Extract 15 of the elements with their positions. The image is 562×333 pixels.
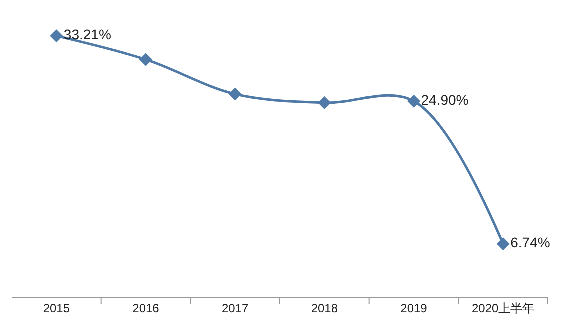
point — [50, 30, 64, 43]
x-tick-label: 2018 — [311, 301, 338, 316]
point — [408, 94, 420, 108]
point — [228, 88, 242, 101]
x-tick-label: 2016 — [132, 301, 160, 316]
x-tick-label: 2017 — [222, 301, 249, 316]
point — [318, 96, 332, 110]
point — [496, 238, 510, 251]
x-tick-label: 2020上半年 — [472, 301, 535, 316]
x-tick-label: 2015 — [43, 301, 70, 316]
x-tick-label: 2019 — [400, 301, 428, 316]
data-label: 33.21% — [64, 26, 112, 43]
data-label: 6.74% — [510, 234, 550, 251]
data-label: 24.90% — [421, 92, 469, 108]
point — [140, 53, 152, 66]
